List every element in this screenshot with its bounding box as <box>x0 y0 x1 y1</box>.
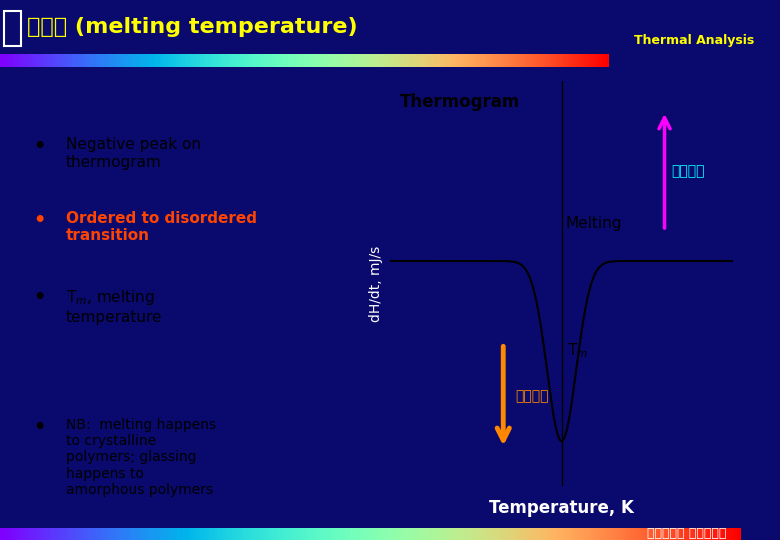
Text: T$_m$, melting
temperature: T$_m$, melting temperature <box>66 288 162 325</box>
Text: Melting: Melting <box>565 216 622 231</box>
Text: NB:  melting happens
to crystalline
polymers; glassing
happens to
amorphous poly: NB: melting happens to crystalline polym… <box>66 418 216 497</box>
Text: 녹는점 (melting temperature): 녹는점 (melting temperature) <box>27 17 358 37</box>
Text: T$_m$: T$_m$ <box>567 342 588 360</box>
Text: •: • <box>34 418 46 437</box>
Text: •: • <box>34 137 46 156</box>
Bar <box>4 11 21 46</box>
Text: Temperature, K: Temperature, K <box>489 498 634 517</box>
Text: 흡열반응: 흡열반응 <box>516 389 549 403</box>
Text: •: • <box>34 288 46 307</box>
Text: Thermogram: Thermogram <box>400 93 520 111</box>
Text: Negative peak on
thermogram: Negative peak on thermogram <box>66 137 200 170</box>
Text: dH/dt, mJ/s: dH/dt, mJ/s <box>369 245 383 322</box>
Text: 동아대학교 화학공학과: 동아대학교 화학공학과 <box>647 527 726 540</box>
Text: •: • <box>34 211 46 229</box>
Text: Ordered to disordered
transition: Ordered to disordered transition <box>66 211 257 243</box>
Text: Thermal Analysis: Thermal Analysis <box>634 34 754 47</box>
Text: 발열반응: 발열반응 <box>672 164 705 178</box>
